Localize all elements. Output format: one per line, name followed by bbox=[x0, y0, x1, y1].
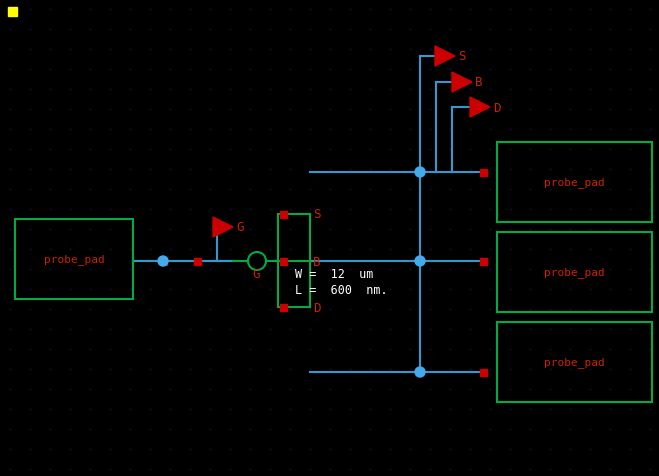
Bar bbox=[15, 219, 133, 299]
Text: L =  600  nm.: L = 600 nm. bbox=[295, 283, 387, 297]
Text: G: G bbox=[252, 267, 260, 280]
Bar bbox=[279, 211, 287, 218]
Bar bbox=[8, 8, 17, 17]
Bar bbox=[480, 369, 486, 376]
Text: probe_pad: probe_pad bbox=[544, 177, 605, 188]
Polygon shape bbox=[470, 98, 490, 118]
Circle shape bbox=[415, 367, 425, 377]
Circle shape bbox=[158, 257, 168, 267]
Bar bbox=[279, 304, 287, 311]
Text: S: S bbox=[313, 208, 320, 221]
Text: probe_pad: probe_pad bbox=[43, 254, 104, 265]
Text: S: S bbox=[458, 50, 465, 63]
Bar bbox=[497, 232, 652, 312]
Text: B: B bbox=[313, 255, 320, 268]
Bar bbox=[194, 258, 200, 265]
Bar bbox=[497, 143, 652, 223]
Bar bbox=[497, 322, 652, 402]
Circle shape bbox=[415, 168, 425, 178]
Circle shape bbox=[415, 257, 425, 267]
Text: probe_pad: probe_pad bbox=[544, 267, 605, 278]
Text: W =  12  um: W = 12 um bbox=[295, 268, 374, 280]
Bar bbox=[480, 258, 486, 265]
Text: D: D bbox=[313, 301, 320, 314]
Polygon shape bbox=[452, 73, 472, 93]
Polygon shape bbox=[213, 218, 233, 238]
Text: D: D bbox=[493, 101, 500, 114]
Text: B: B bbox=[475, 76, 482, 89]
Bar bbox=[159, 258, 167, 265]
Bar bbox=[279, 258, 287, 265]
Bar bbox=[480, 169, 486, 176]
Polygon shape bbox=[435, 47, 455, 67]
Text: probe_pad: probe_pad bbox=[544, 357, 605, 367]
Text: G: G bbox=[236, 221, 243, 234]
